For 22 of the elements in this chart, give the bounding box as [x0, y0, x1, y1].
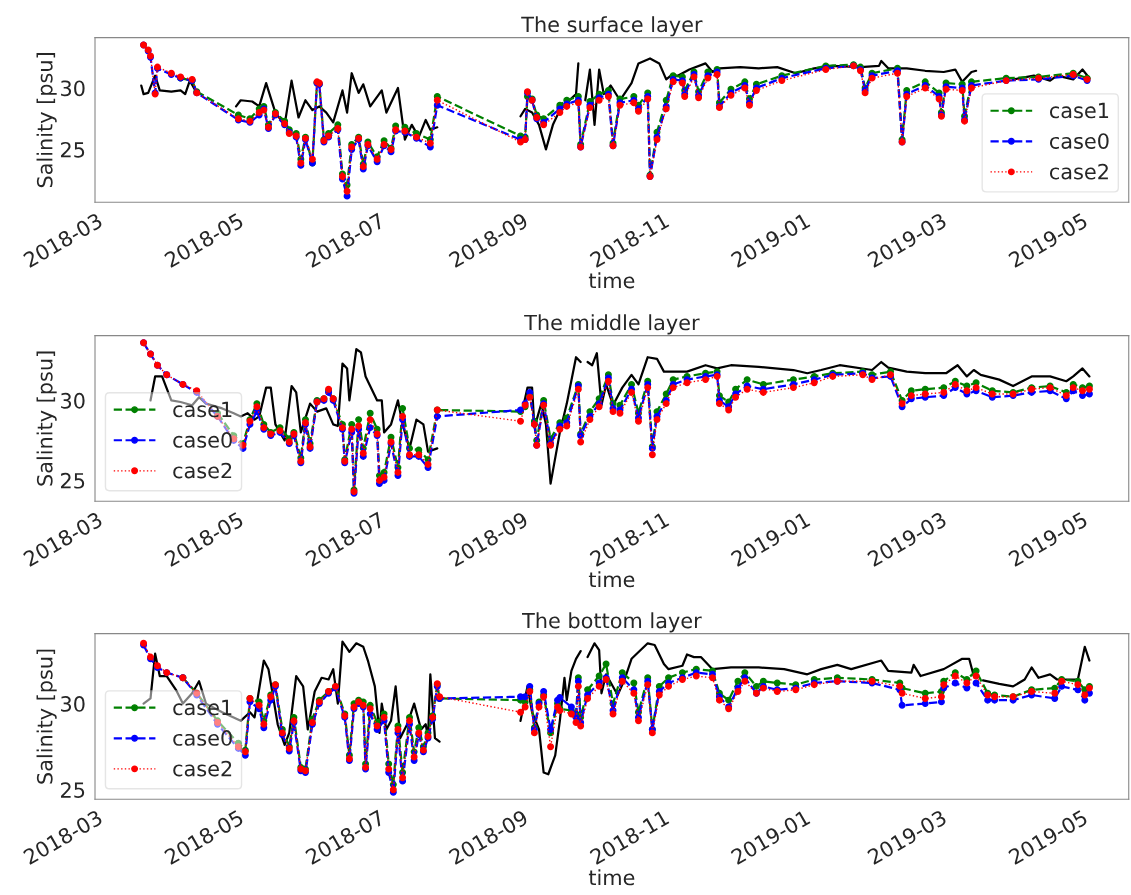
y-tick-label: 25 — [60, 782, 85, 798]
chart-title: The middle layer — [524, 314, 700, 335]
y-tick-label: 30 — [61, 80, 85, 97]
x-axis-title: time — [588, 272, 635, 289]
x-axis-title: time — [588, 869, 635, 886]
x-axis-title: time — [588, 571, 635, 588]
y-tick-label: 30 — [61, 696, 85, 712]
y-axis-title: Salinity [psu] — [36, 649, 57, 784]
y-tick-label: 30 — [61, 392, 85, 409]
y-axis-title: Salinity [psu] — [36, 351, 57, 486]
legend-label: case0 — [173, 730, 232, 746]
y-axis-title: Salinity [psu] — [36, 53, 57, 188]
legend-label: case0 — [1049, 133, 1109, 149]
legend-label: case1 — [1049, 102, 1109, 119]
y-tick-label: 25 — [60, 141, 85, 158]
chart-title: The bottom layer — [522, 612, 702, 633]
legend-label: case2 — [173, 462, 232, 479]
y-tick-label: 25 — [60, 472, 85, 489]
chart-title: The surface layer — [521, 16, 703, 37]
legend-label: case2 — [173, 760, 232, 777]
legend-label: case2 — [1049, 163, 1108, 180]
legend-label: case0 — [173, 432, 232, 448]
